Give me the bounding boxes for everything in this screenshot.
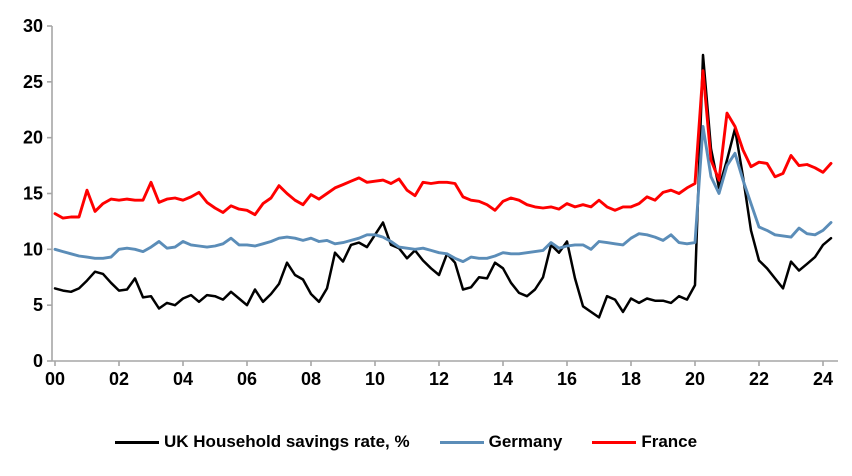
chart-legend: UK Household savings rate, % Germany Fra…	[115, 432, 697, 452]
germany-line	[53, 125, 833, 264]
x-tick-label: 08	[301, 369, 321, 389]
y-tick-label: 10	[23, 239, 43, 259]
uk-line-swatch	[115, 440, 159, 444]
y-tick-label: 0	[33, 351, 43, 371]
legend-item-france: France	[592, 432, 697, 452]
x-tick-label: 24	[813, 369, 833, 389]
savings-rate-chart: 0 5 10 15 20 25 30 00 02 04 06 08 10 12 14 16 18 20 22 24	[23, 16, 838, 389]
x-tick-label: 04	[173, 369, 193, 389]
x-tick-label: 06	[237, 369, 257, 389]
x-tick-label: 12	[429, 369, 449, 389]
x-tick-label: 20	[685, 369, 705, 389]
x-tick-label: 02	[109, 369, 129, 389]
y-tick-label: 15	[23, 184, 43, 204]
x-tick-label: 00	[45, 369, 65, 389]
legend-label-france: France	[641, 432, 698, 451]
y-tick-label: 25	[23, 72, 43, 92]
legend-label-germany: Germany	[488, 432, 563, 451]
y-tick-label: 20	[23, 128, 43, 148]
legend-item-uk: UK Household savings rate, %	[115, 432, 410, 452]
x-tick-label: 10	[365, 369, 385, 389]
france-line	[53, 69, 833, 220]
france-line-swatch	[592, 440, 637, 444]
x-tick-label: 14	[493, 369, 513, 389]
x-tick-label: 16	[557, 369, 577, 389]
x-tick-label: 18	[621, 369, 641, 389]
x-tick-label: 22	[749, 369, 769, 389]
germany-line-swatch	[439, 440, 484, 444]
y-tick-label: 5	[33, 295, 43, 315]
legend-label-uk: UK Household savings rate, %	[164, 432, 410, 451]
legend-item-germany: Germany	[439, 432, 563, 452]
y-tick-label: 30	[23, 16, 43, 36]
